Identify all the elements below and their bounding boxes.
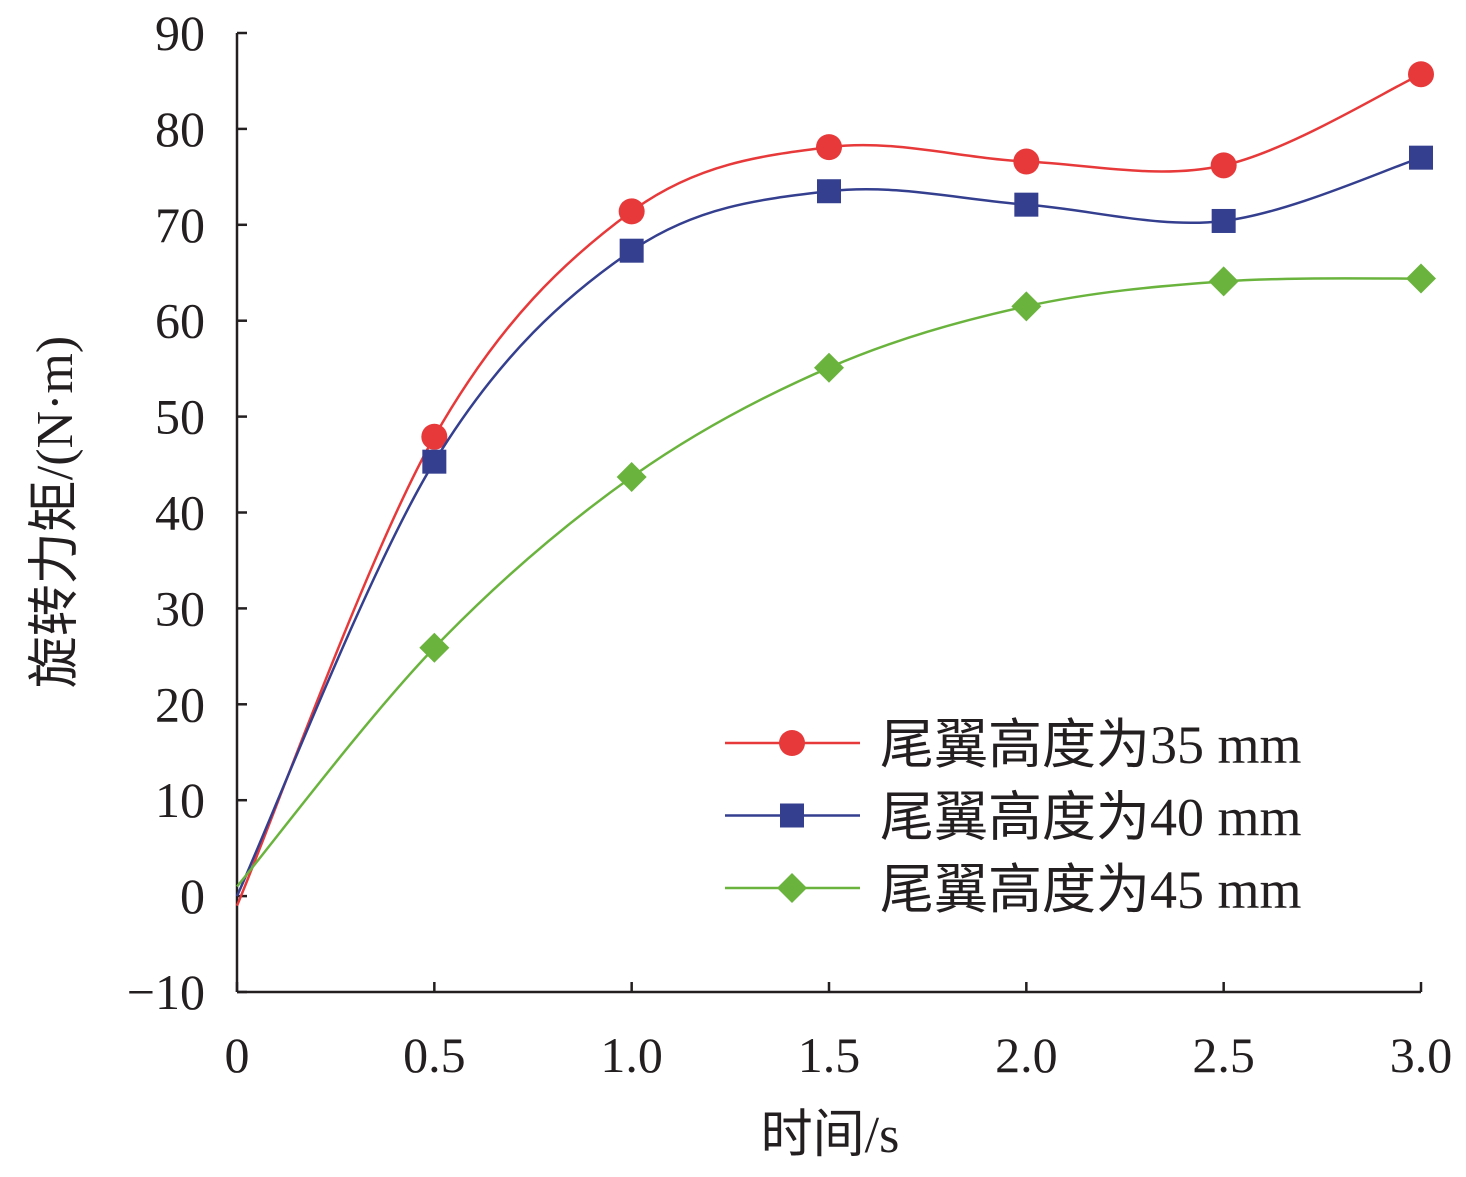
y-tick-label: 60 [155, 293, 205, 349]
square-marker [1014, 192, 1039, 217]
legend-label: 尾翼高度为35 mm [880, 715, 1302, 775]
legend-label: 尾翼高度为40 mm [880, 788, 1302, 848]
circle-marker [779, 730, 805, 756]
y-tick-label: 10 [155, 772, 205, 828]
x-tick-label: 2.5 [1192, 1027, 1255, 1083]
square-marker [422, 449, 447, 474]
square-marker [1409, 145, 1433, 170]
circle-marker [1210, 152, 1237, 179]
diamond-marker [1208, 266, 1239, 297]
y-tick-label: 90 [155, 5, 205, 61]
square-marker [817, 179, 841, 204]
y-tick-label: −10 [127, 964, 205, 1020]
y-tick-label: 0 [180, 868, 205, 924]
y-tick-label: 40 [155, 485, 205, 541]
axes: −10 0 10 20 30 40 50 60 70 80 90 0 0.5 1.0 1.5 2.0 2.5 3.… [127, 5, 1452, 1083]
plot-area [235, 61, 1436, 907]
y-tick-label: 50 [155, 389, 205, 445]
diamond-marker [616, 462, 647, 493]
square-marker [780, 803, 804, 828]
circle-marker [1013, 148, 1040, 175]
circle-marker [816, 134, 842, 161]
diamond-marker [777, 873, 807, 903]
x-tick-label: 1.5 [798, 1027, 861, 1083]
square-marker [619, 238, 644, 263]
diamond-marker [814, 352, 844, 383]
square-marker [1211, 208, 1236, 233]
y-tick-label: 80 [155, 101, 205, 157]
y-tick-label: 30 [155, 580, 205, 636]
y-tick-label: 20 [155, 676, 205, 732]
diamond-marker [1011, 291, 1042, 322]
circle-marker [421, 423, 448, 450]
x-tick-label: 0 [225, 1027, 250, 1083]
diamond-marker [419, 632, 450, 663]
x-axis-label: 时间/s [761, 1107, 900, 1164]
legend-label: 尾翼高度为45 mm [880, 860, 1302, 920]
series-line-2 [235, 156, 1422, 897]
x-tick-label: 0.5 [403, 1027, 466, 1083]
x-tick-label: 3.0 [1390, 1027, 1453, 1083]
x-tick-label: 2.0 [995, 1027, 1058, 1083]
legend: 尾翼高度为35 mm 尾翼高度为40 mm 尾翼高度为45 mm [725, 715, 1302, 920]
diamond-marker [1406, 263, 1436, 294]
circle-marker [618, 198, 645, 225]
y-axis-label: 旋转力矩/(N·m) [27, 336, 84, 688]
y-tick-label: 70 [155, 197, 205, 253]
circle-marker [1408, 61, 1434, 88]
x-tick-label: 1.0 [600, 1027, 663, 1083]
